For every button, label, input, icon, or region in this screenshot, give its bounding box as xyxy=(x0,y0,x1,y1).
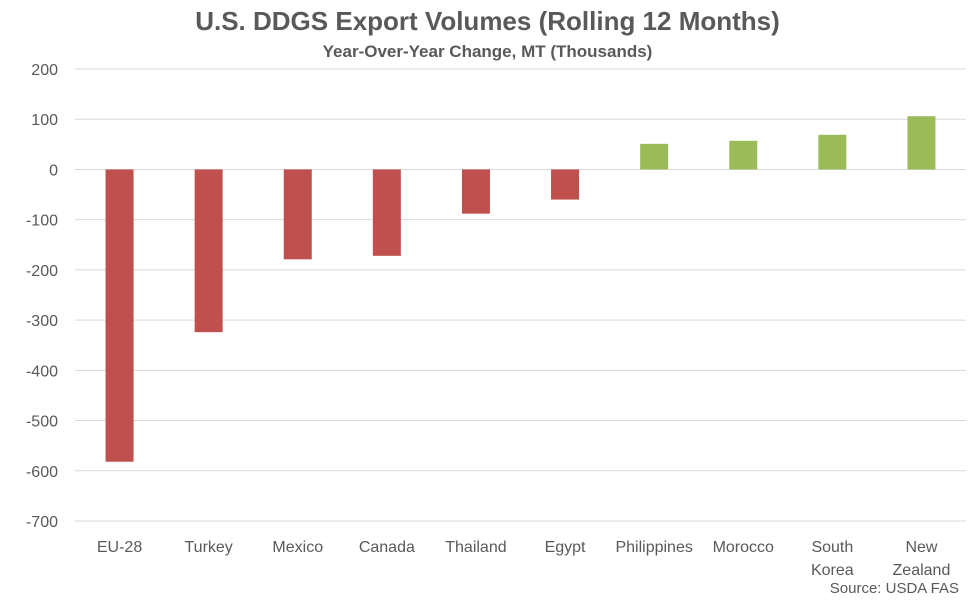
bar xyxy=(372,169,401,256)
bar xyxy=(551,169,580,200)
bar xyxy=(105,169,134,462)
y-tick-label: -300 xyxy=(26,313,58,330)
bar xyxy=(461,169,490,214)
x-category-label: Philippines xyxy=(615,539,692,556)
x-category-label: New xyxy=(905,539,937,556)
gridlines xyxy=(75,68,966,522)
x-category-label: Zealand xyxy=(893,562,951,579)
y-tick-label: 200 xyxy=(31,62,58,79)
y-tick-label: -600 xyxy=(26,464,58,481)
bar xyxy=(818,134,847,170)
x-category-label: EU-28 xyxy=(97,539,142,556)
x-category-label: Mexico xyxy=(272,539,323,556)
bar xyxy=(640,143,669,170)
x-axis-labels: EU-28 Turkey Mexico Canada Thailand Egypt Phil… xyxy=(97,539,950,579)
bars xyxy=(105,116,936,462)
y-tick-label: -200 xyxy=(26,263,58,280)
y-tick-label: 100 xyxy=(31,112,58,129)
y-axis-ticks: 200 100 0 -100 -200 -300 -400 -500 -600 -700 xyxy=(26,62,58,531)
x-category-label: Egypt xyxy=(545,539,586,556)
x-category-label: Canada xyxy=(359,539,415,556)
x-category-label: Thailand xyxy=(445,539,506,556)
source-note: Source: USDA FAS xyxy=(829,580,959,597)
y-tick-label: 0 xyxy=(49,162,58,179)
bar xyxy=(729,140,758,170)
x-category-label: Turkey xyxy=(184,539,232,556)
bar xyxy=(907,116,936,170)
x-category-label: Korea xyxy=(811,562,854,579)
y-tick-label: -400 xyxy=(26,363,58,380)
y-tick-label: -500 xyxy=(26,414,58,431)
y-tick-label: -700 xyxy=(26,514,58,531)
y-tick-label: -100 xyxy=(26,213,58,230)
bar xyxy=(194,169,223,333)
x-category-label: South xyxy=(811,539,853,556)
chart-title: U.S. DDGS Export Volumes (Rolling 12 Mon… xyxy=(195,6,780,36)
bar xyxy=(283,169,312,260)
chart-subtitle: Year-Over-Year Change, MT (Thousands) xyxy=(322,42,653,61)
x-category-label: Morocco xyxy=(713,539,774,556)
